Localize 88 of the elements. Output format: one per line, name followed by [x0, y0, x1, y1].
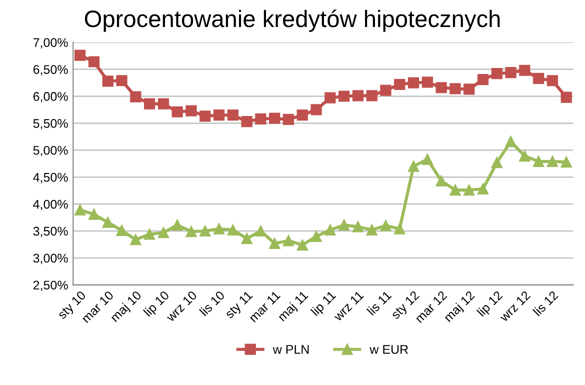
point	[450, 83, 461, 94]
point	[533, 156, 544, 168]
point	[450, 184, 461, 196]
point	[464, 84, 475, 95]
point	[102, 76, 114, 87]
y-tick-label: 3,00%	[33, 254, 68, 264]
point	[324, 92, 336, 104]
y-tick-label: 2,50%	[33, 280, 68, 292]
point	[88, 208, 100, 220]
point	[255, 113, 266, 124]
point	[422, 76, 433, 88]
point	[130, 234, 142, 246]
point	[200, 110, 211, 122]
point	[241, 116, 252, 128]
point	[255, 225, 266, 237]
x-tick-label: lis 10	[198, 290, 226, 316]
point	[394, 78, 406, 90]
point	[519, 64, 530, 76]
y-tick-label: 4,50%	[33, 172, 68, 184]
point	[422, 154, 433, 165]
point	[296, 110, 308, 121]
point	[74, 50, 86, 61]
point	[436, 175, 447, 186]
point	[144, 228, 156, 240]
point	[186, 226, 197, 238]
point	[200, 225, 211, 237]
point	[310, 104, 322, 116]
point	[130, 91, 142, 102]
y-tick-label: 5,00%	[33, 146, 68, 156]
y-tick-label: 6,00%	[33, 92, 68, 102]
point	[505, 66, 516, 78]
point	[324, 224, 336, 236]
y-tick-label: 7,00%	[33, 38, 68, 48]
point	[296, 239, 308, 251]
point	[88, 56, 100, 68]
y-tick-label: 6,50%	[33, 65, 68, 76]
point	[519, 150, 530, 162]
point	[172, 106, 183, 118]
y-tick-label: 3,50%	[33, 226, 68, 238]
point	[394, 223, 406, 234]
point	[560, 156, 572, 168]
point	[186, 105, 197, 116]
point	[380, 84, 392, 96]
point	[213, 223, 225, 234]
point	[241, 232, 252, 244]
point	[158, 98, 169, 110]
point	[366, 224, 378, 236]
y-tick-label: 5,50%	[33, 119, 68, 130]
point	[380, 220, 392, 232]
point	[505, 136, 516, 148]
legend-label: w EUR	[370, 345, 408, 354]
point	[172, 220, 183, 231]
point	[102, 216, 114, 228]
point	[74, 204, 86, 216]
point	[436, 82, 447, 94]
point	[227, 224, 238, 236]
point	[546, 75, 558, 86]
x-tick-label: lis 12	[532, 290, 559, 316]
point	[116, 75, 128, 86]
point	[546, 156, 558, 168]
point	[269, 112, 280, 124]
point	[338, 90, 350, 102]
point	[310, 230, 322, 242]
point	[282, 235, 294, 246]
point	[158, 227, 169, 238]
point	[408, 160, 420, 172]
point	[269, 238, 280, 249]
point	[213, 110, 225, 121]
point	[533, 72, 544, 84]
point	[227, 110, 238, 121]
point	[282, 114, 294, 125]
point	[464, 184, 475, 196]
point	[352, 221, 364, 232]
point	[560, 92, 572, 103]
point	[477, 183, 489, 195]
point	[144, 98, 156, 110]
point	[338, 220, 350, 231]
point	[366, 90, 378, 102]
x-tick-label: lis 11	[366, 290, 392, 316]
legend-label: w PLN	[272, 345, 309, 354]
point	[408, 77, 420, 88]
point	[477, 74, 489, 86]
point	[116, 224, 128, 236]
point	[491, 68, 502, 80]
chart-title: Oprocentowanie kredytów hipotecznych	[84, 10, 500, 32]
point	[352, 90, 364, 102]
point	[491, 156, 502, 168]
y-tick-label: 4,00%	[33, 200, 68, 210]
